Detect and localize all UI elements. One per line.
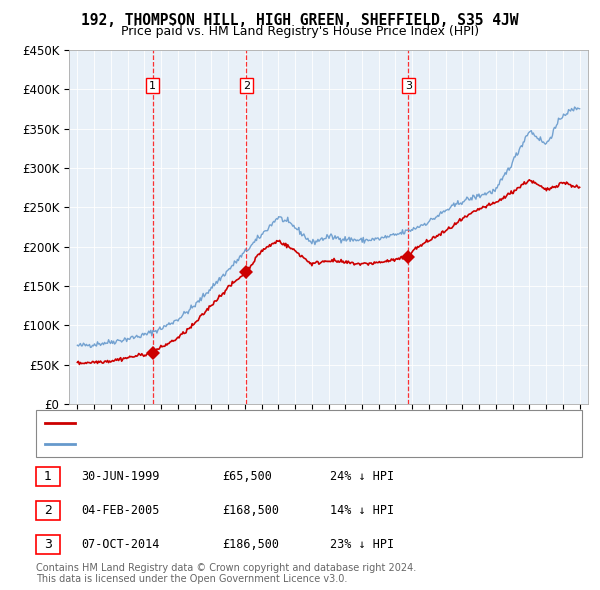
Text: 07-OCT-2014: 07-OCT-2014 — [81, 538, 160, 551]
Text: 2: 2 — [44, 504, 52, 517]
Text: 24% ↓ HPI: 24% ↓ HPI — [330, 470, 394, 483]
Text: 1: 1 — [44, 470, 52, 483]
Text: 1: 1 — [149, 81, 156, 90]
Text: 04-FEB-2005: 04-FEB-2005 — [81, 504, 160, 517]
Text: Contains HM Land Registry data © Crown copyright and database right 2024.
This d: Contains HM Land Registry data © Crown c… — [36, 563, 416, 585]
Text: HPI: Average price, detached house, Sheffield: HPI: Average price, detached house, Shef… — [81, 439, 337, 449]
Text: £65,500: £65,500 — [222, 470, 272, 483]
Text: Price paid vs. HM Land Registry's House Price Index (HPI): Price paid vs. HM Land Registry's House … — [121, 25, 479, 38]
Text: 3: 3 — [405, 81, 412, 90]
Text: 14% ↓ HPI: 14% ↓ HPI — [330, 504, 394, 517]
Text: 192, THOMPSON HILL, HIGH GREEN, SHEFFIELD, S35 4JW (detached house): 192, THOMPSON HILL, HIGH GREEN, SHEFFIEL… — [81, 418, 502, 428]
Text: 2: 2 — [243, 81, 250, 90]
Text: 30-JUN-1999: 30-JUN-1999 — [81, 470, 160, 483]
Text: 192, THOMPSON HILL, HIGH GREEN, SHEFFIELD, S35 4JW: 192, THOMPSON HILL, HIGH GREEN, SHEFFIEL… — [81, 13, 519, 28]
Text: £168,500: £168,500 — [222, 504, 279, 517]
Text: £186,500: £186,500 — [222, 538, 279, 551]
Text: 3: 3 — [44, 538, 52, 551]
Text: 23% ↓ HPI: 23% ↓ HPI — [330, 538, 394, 551]
